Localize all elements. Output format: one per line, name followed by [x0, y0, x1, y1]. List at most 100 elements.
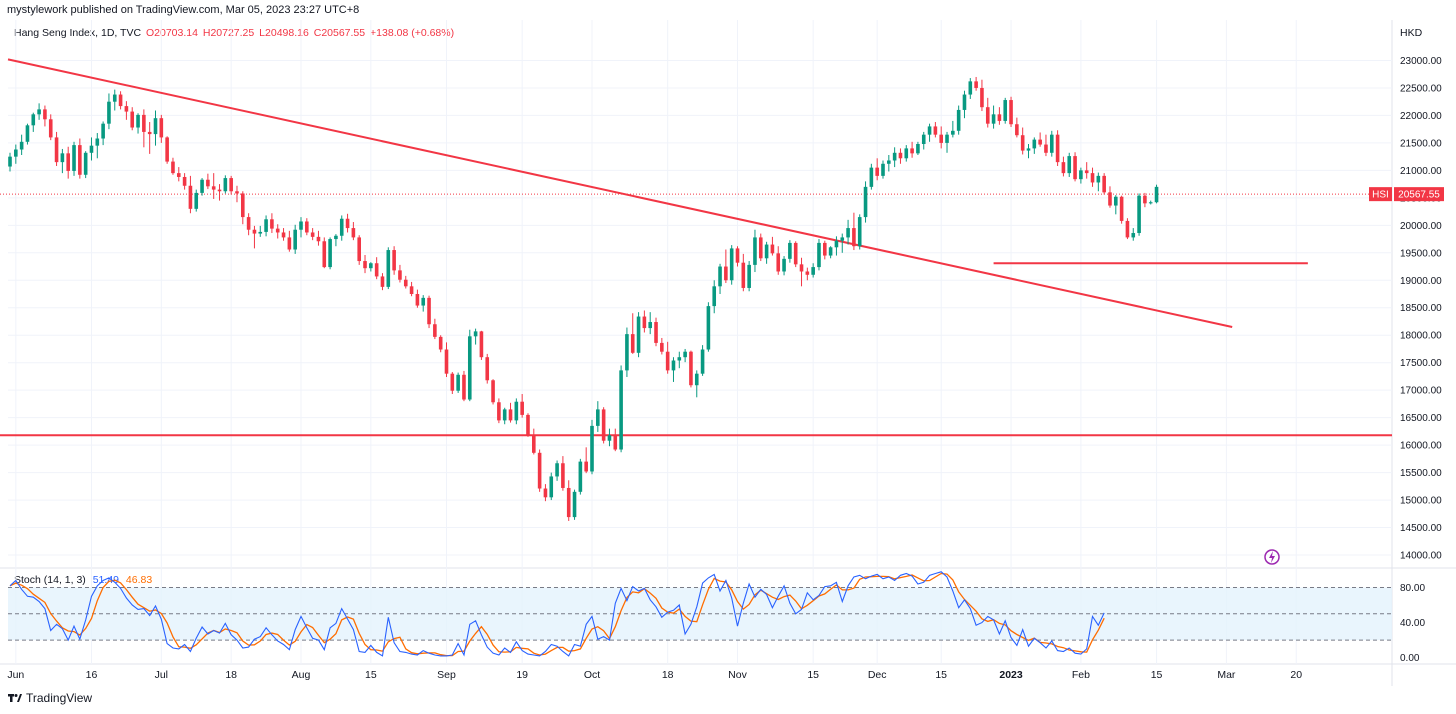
candle-body: [846, 228, 850, 238]
candle: [107, 93, 111, 130]
candle-body: [43, 109, 47, 120]
candle: [491, 379, 495, 405]
candle-body: [339, 218, 344, 236]
candle: [834, 236, 839, 256]
candle: [299, 217, 303, 238]
candle: [462, 370, 466, 402]
candle: [19, 134, 24, 155]
candle: [770, 236, 775, 256]
candle-body: [497, 402, 501, 421]
candle-body: [683, 351, 687, 358]
candle-body: [159, 118, 164, 138]
candle-body: [596, 409, 600, 426]
candle: [526, 413, 530, 437]
candle-body: [485, 357, 490, 381]
candle-body: [293, 229, 297, 250]
candle: [700, 345, 705, 376]
legend-change: +138.08 (+0.68%): [370, 27, 455, 39]
candle-body: [549, 476, 554, 498]
candle: [433, 318, 437, 340]
time-tick-label: Aug: [292, 669, 311, 681]
candle: [1084, 162, 1089, 179]
candle-body: [840, 237, 845, 241]
symbol-name[interactable]: Hang Seng Index, 1D, TVC: [14, 27, 142, 39]
candle-body: [48, 119, 53, 138]
candle: [1131, 228, 1136, 241]
price-axis: 23000.00 22500.00 22000.00 21500.00 21000.00…: [1400, 56, 1442, 664]
candle: [520, 394, 524, 418]
time-tick-label: Sep: [437, 669, 456, 681]
candle-body: [887, 160, 891, 164]
price-tick-label: 17500.00: [1400, 358, 1442, 369]
candle-body: [78, 145, 82, 175]
candle: [334, 234, 338, 247]
legend-low: L20498.16: [259, 27, 309, 39]
candle: [1137, 193, 1141, 236]
candle-body: [19, 141, 24, 150]
candle: [252, 225, 257, 249]
candle-body: [502, 409, 507, 421]
candle-body: [252, 229, 257, 234]
price-tick-label: 19500.00: [1400, 248, 1442, 259]
candle-body: [491, 380, 495, 403]
candle-body: [601, 409, 606, 441]
candle-body: [881, 163, 885, 176]
candle: [1032, 137, 1037, 154]
candle: [142, 109, 146, 148]
candle-body: [904, 148, 909, 159]
candle: [310, 228, 315, 241]
chart-extras: HSI 20567.55: [1264, 187, 1444, 565]
candle-body: [241, 193, 245, 218]
candle-body: [520, 401, 524, 415]
candle-body: [578, 461, 583, 492]
time-tick-label: 15: [935, 669, 947, 681]
candle: [712, 280, 717, 314]
candle-body: [1084, 170, 1089, 174]
candle-body: [974, 81, 978, 88]
candle: [619, 365, 623, 453]
candle-body: [398, 270, 402, 280]
candle: [421, 295, 426, 312]
candle: [904, 145, 909, 162]
legend-high: H20727.25: [202, 27, 255, 39]
candle: [578, 458, 583, 495]
candle: [473, 328, 478, 345]
time-tick-label: Feb: [1072, 669, 1090, 681]
candle-body: [380, 276, 385, 287]
lightning-icon: [1264, 549, 1280, 565]
candle-body: [421, 297, 426, 306]
candle-body: [1137, 195, 1141, 234]
candle: [869, 163, 874, 190]
candle-body: [613, 435, 618, 450]
price-tick-label: 16500.00: [1400, 413, 1442, 424]
candle: [532, 428, 536, 455]
candle-body: [386, 250, 391, 287]
candle: [316, 230, 321, 246]
candle-body: [1020, 135, 1025, 151]
candle: [60, 148, 65, 174]
candle: [881, 160, 885, 179]
candle: [485, 353, 490, 384]
candle-body: [281, 232, 286, 238]
candle-body: [543, 488, 548, 498]
candle-body: [654, 322, 658, 343]
candle: [386, 247, 391, 290]
candle: [857, 214, 862, 250]
price-tick-label: 21500.00: [1400, 138, 1442, 149]
time-tick-label: 16: [86, 669, 98, 681]
candle: [671, 357, 676, 382]
candle-body: [968, 81, 973, 95]
candle: [985, 97, 990, 128]
stoch-label[interactable]: Stoch (14, 1, 3): [14, 574, 86, 586]
candle-body: [433, 324, 437, 337]
candle-body: [479, 331, 484, 358]
tradingview-brand[interactable]: TradingView: [8, 691, 92, 705]
candle: [264, 215, 268, 237]
candle-body: [310, 232, 315, 237]
candle: [566, 480, 571, 521]
candle-body: [991, 114, 996, 124]
candle-body: [206, 179, 210, 187]
candle-body: [1125, 220, 1130, 238]
candle: [153, 110, 158, 146]
